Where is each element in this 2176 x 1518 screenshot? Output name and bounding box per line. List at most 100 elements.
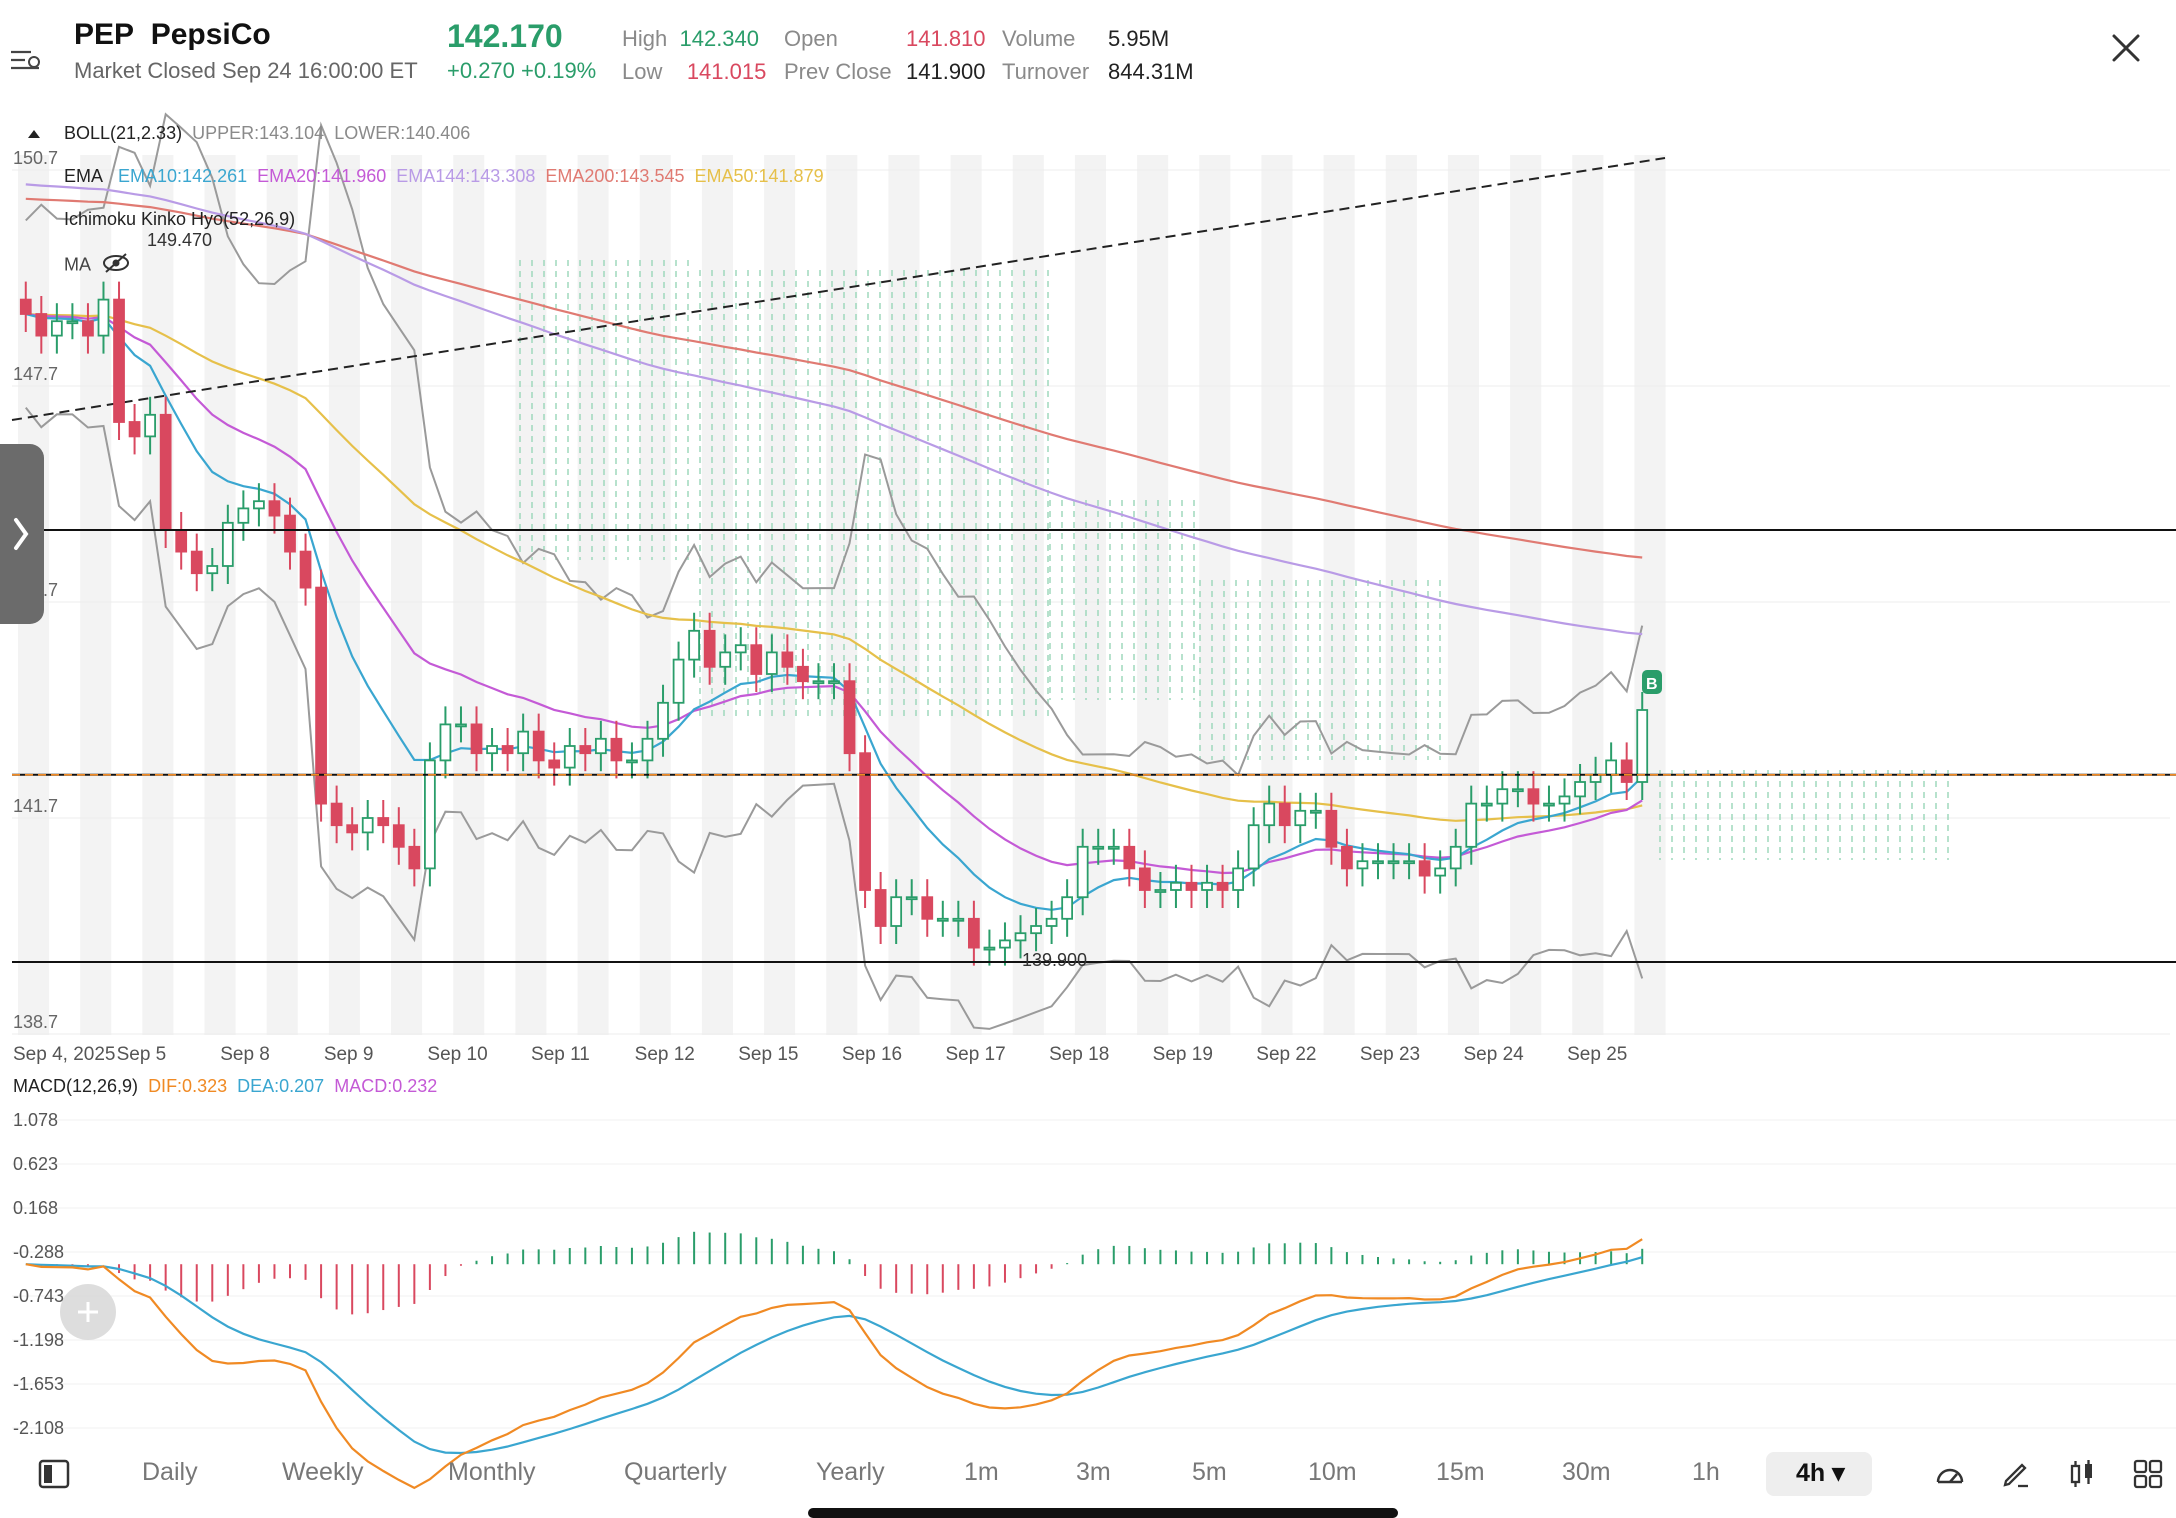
menu-icon[interactable] (8, 44, 42, 78)
add-indicator-button[interactable] (60, 1284, 116, 1340)
timeframe-daily[interactable]: Daily (142, 1458, 198, 1486)
dif-value: DIF:0.323 (148, 1076, 228, 1096)
ema-legend[interactable]: EMA EMA10:142.261 EMA20:141.960 EMA144:1… (64, 166, 824, 187)
ma-title: MA (64, 254, 91, 275)
turnover-value: 844.31M (1108, 59, 1194, 85)
x-tick-label: Sep 15 (738, 1044, 798, 1065)
timeframe-yearly[interactable]: Yearly (816, 1458, 885, 1486)
candle-body (299, 550, 312, 589)
timeframe-weekly[interactable]: Weekly (282, 1458, 364, 1486)
timeframe-4h[interactable]: 4h ▾ (1796, 1459, 1845, 1487)
x-tick-label: Sep 24 (1464, 1044, 1525, 1065)
candle-body (1527, 788, 1540, 805)
boll-title: BOLL(21,2.33) (64, 123, 183, 143)
last-price: 142.170 (447, 18, 563, 54)
prev-close-number: 141.900 (906, 59, 986, 84)
candle-body (377, 817, 390, 827)
symbol-title: PEP PepsiCo (74, 18, 271, 52)
x-tick-label: Sep 12 (635, 1044, 695, 1065)
horizontal-levels (12, 529, 2176, 963)
drawer-toggle-button[interactable] (0, 444, 44, 624)
ema200-value: EMA200:143.545 (545, 166, 685, 186)
candle-body (1278, 802, 1291, 827)
open-label: Open (784, 26, 838, 51)
candle-body (921, 896, 934, 920)
symbol-ticker: PEP (74, 18, 135, 51)
session-stripes (18, 155, 1666, 1035)
candle-body (968, 917, 980, 949)
candle-body (439, 723, 452, 762)
buy-marker-label: B (1646, 676, 1658, 693)
session-stripe (204, 155, 236, 1035)
session-stripe (328, 155, 360, 1035)
candle-body (1403, 860, 1415, 865)
draw-pen-icon[interactable] (2000, 1458, 2032, 1490)
candle-body (455, 723, 467, 728)
timeframe-monthly[interactable]: Monthly (448, 1458, 536, 1486)
boll-upper-value: UPPER:143.104 (192, 123, 325, 143)
timeframe-1m[interactable]: 1m (964, 1458, 999, 1486)
ma-legend[interactable]: MA (64, 252, 131, 279)
x-tick-label: Sep 16 (842, 1044, 902, 1065)
close-icon[interactable] (2104, 26, 2148, 70)
x-tick-label: Sep 18 (1049, 1044, 1109, 1065)
volume-number: 5.95M (1108, 26, 1170, 51)
turnover-label: Turnover (1002, 59, 1090, 84)
grid-settings-icon[interactable] (2132, 1458, 2164, 1490)
timeframe-30m[interactable]: 30m (1562, 1458, 1611, 1486)
candle-body (253, 500, 265, 510)
candle-body (657, 701, 669, 740)
candle-body (1247, 824, 1260, 870)
candle-body (905, 896, 918, 901)
turnover-number: 844.31M (1108, 59, 1194, 84)
collapse-indicators-button[interactable] (14, 118, 54, 150)
candle-body (641, 737, 654, 762)
volume-stat: Volume (1002, 26, 1075, 52)
eye-hidden-icon[interactable] (101, 252, 131, 279)
layout-toggle-icon[interactable] (38, 1458, 70, 1490)
timeframe-1h[interactable]: 1h (1692, 1458, 1720, 1486)
speedometer-icon[interactable] (1934, 1458, 1966, 1490)
candle-body (1325, 809, 1338, 848)
candle-body (113, 298, 125, 423)
home-indicator (808, 1508, 1398, 1518)
candle-body (82, 320, 94, 337)
ema-title: EMA (64, 166, 104, 186)
dea-value: DEA:0.207 (237, 1076, 325, 1096)
timeframe-quarterly[interactable]: Quarterly (624, 1458, 727, 1486)
candle-body (532, 730, 545, 762)
candle-body (1496, 788, 1509, 805)
high-label: High (622, 26, 668, 51)
ema144-line (25, 183, 1643, 636)
macd-legend[interactable]: MACD(12,26,9) DIF:0.323 DEA:0.207 MACD:0… (13, 1076, 437, 1097)
high-value: 142.340 (679, 26, 760, 51)
session-stripe (391, 155, 423, 1035)
candle-body (1294, 809, 1307, 827)
low-annotation: 139.900 (1022, 950, 1087, 970)
candle-body (221, 521, 234, 567)
x-tick-label: Sep 22 (1256, 1044, 1316, 1065)
timeframe-10m[interactable]: 10m (1308, 1458, 1357, 1486)
candle-body (315, 586, 327, 805)
candle-body (828, 680, 840, 685)
x-tick-label: Sep 23 (1360, 1044, 1420, 1065)
session-stripe (701, 155, 733, 1035)
ema144-value: EMA144:143.308 (396, 166, 536, 186)
candle-body (797, 665, 809, 683)
trend-line (11, 157, 1666, 421)
market-status: Market Closed Sep 24 16:00:00 ET (74, 58, 418, 83)
ichimoku-legend[interactable]: Ichimoku Kinko Hyo(52,26,9) (64, 209, 296, 229)
candle-body (1309, 809, 1322, 814)
boll-legend[interactable]: BOLL(21,2.33) UPPER:143.104 LOWER:140.40… (64, 123, 470, 144)
candle-body (750, 644, 763, 675)
timeframe-3m[interactable]: 3m (1076, 1458, 1111, 1486)
timeframe-5m[interactable]: 5m (1192, 1458, 1227, 1486)
x-tick-label: Sep 4, 2025 (13, 1044, 115, 1065)
timeframe-15m[interactable]: 15m (1436, 1458, 1485, 1486)
candle-type-icon[interactable] (2066, 1458, 2098, 1490)
candle-body (237, 507, 250, 524)
candle-body (268, 500, 281, 517)
candle-body (1341, 845, 1353, 870)
candle-body (1107, 845, 1120, 850)
